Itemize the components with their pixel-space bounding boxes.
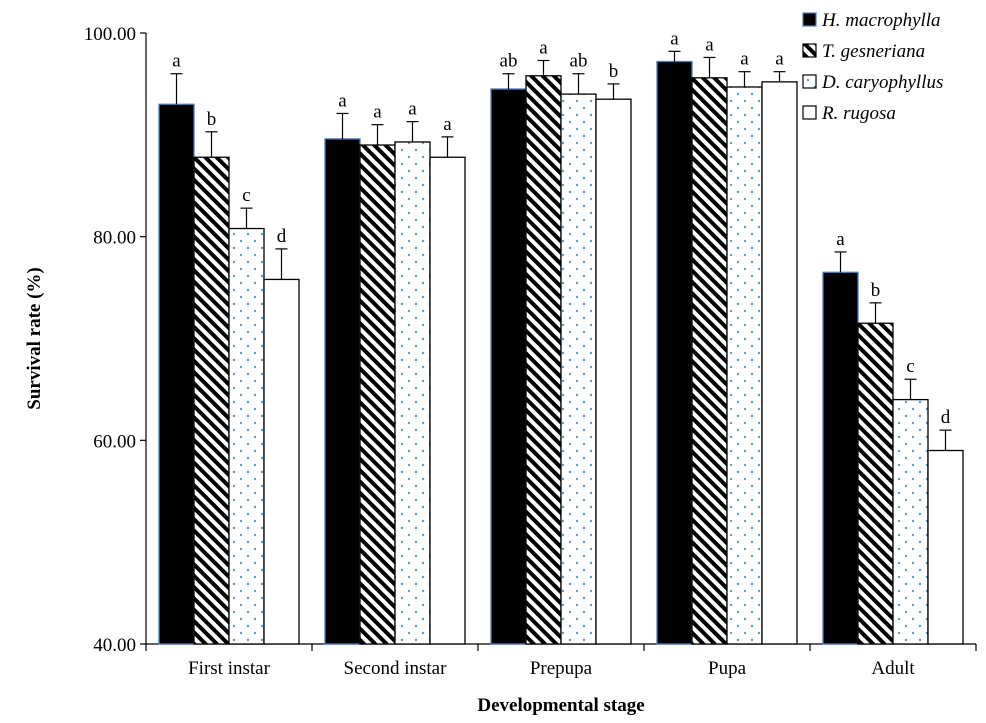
- x-category-label: Second instar: [344, 658, 448, 679]
- legend-label-1: H. macrophylla: [821, 10, 941, 31]
- bar-2-5: [857, 322, 894, 645]
- significance-letter: a: [172, 51, 181, 72]
- significance-letter: c: [906, 356, 914, 377]
- bar-4-1: [263, 278, 300, 645]
- bar-1-3: [490, 88, 527, 645]
- bar-1-5: [822, 271, 859, 645]
- significance-letter: ab: [500, 51, 518, 72]
- bar-3-1: [228, 227, 265, 645]
- significance-letter: a: [408, 99, 417, 120]
- legend-swatch-1: [802, 12, 817, 27]
- significance-letter: a: [705, 34, 714, 55]
- bar-1-1: [158, 103, 195, 645]
- significance-letter: d: [277, 226, 287, 247]
- y-tick-label: 100.00: [84, 24, 136, 45]
- legend-swatch-2: [802, 43, 817, 58]
- significance-letter: a: [775, 49, 784, 70]
- bar-4-4: [761, 81, 798, 645]
- y-tick-label: 40.00: [93, 635, 136, 656]
- significance-letter: a: [836, 229, 845, 250]
- bar-4-2: [429, 156, 466, 645]
- significance-letter: d: [941, 407, 951, 428]
- significance-letter: ab: [570, 51, 588, 72]
- x-category-label: Pupa: [708, 658, 747, 679]
- bar-4-5: [927, 449, 964, 645]
- significance-letter: a: [373, 102, 382, 123]
- bar-2-2: [359, 144, 396, 645]
- bar-4-3: [595, 98, 632, 645]
- legend-label-4: R. rugosa: [821, 103, 896, 124]
- legend-swatch-4: [802, 105, 817, 120]
- bar-3-2: [394, 141, 431, 645]
- legend-label-2: T. gesneriana: [822, 41, 925, 62]
- x-category-label: First instar: [188, 658, 270, 679]
- x-category-label: Adult: [871, 658, 915, 679]
- significance-letter: b: [871, 280, 881, 301]
- bar-2-1: [193, 156, 230, 645]
- significance-letter: c: [242, 185, 250, 206]
- x-category-label: Prepupa: [530, 658, 593, 679]
- legend-swatch-3: [802, 74, 817, 89]
- y-axis-title: Survival rate (%): [24, 267, 45, 409]
- significance-letter: a: [539, 37, 548, 58]
- bar-3-5: [892, 398, 929, 645]
- bar-2-3: [525, 75, 562, 645]
- significance-letter: a: [670, 28, 679, 49]
- bar-2-4: [691, 77, 728, 645]
- significance-letter: b: [207, 109, 217, 130]
- legend-label-3: D. caryophyllus: [821, 72, 943, 93]
- bar-3-4: [726, 86, 763, 645]
- significance-letter: a: [740, 49, 749, 70]
- bar-1-4: [656, 60, 693, 645]
- y-tick-label: 60.00: [93, 431, 136, 452]
- significance-letter: a: [443, 114, 452, 135]
- x-axis-title: Developmental stage: [477, 695, 644, 716]
- bar-3-3: [560, 93, 597, 645]
- significance-letter: a: [338, 90, 347, 111]
- y-tick-label: 80.00: [93, 228, 136, 249]
- bar-1-2: [324, 138, 361, 645]
- significance-letter: b: [609, 61, 619, 82]
